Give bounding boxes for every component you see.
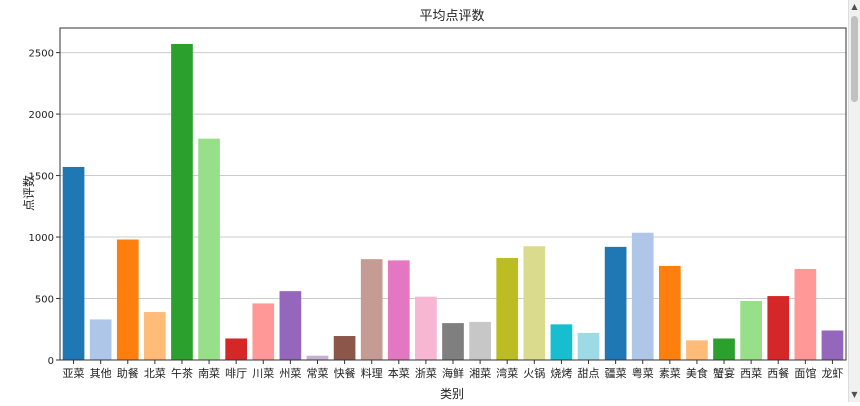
bar bbox=[387, 260, 410, 360]
x-tick-label: 烧烤 bbox=[550, 366, 572, 380]
y-axis-label: 点评数 bbox=[21, 175, 36, 211]
x-tick-label: 粤菜 bbox=[632, 366, 654, 380]
bar bbox=[523, 246, 546, 360]
bar bbox=[577, 332, 600, 360]
vertical-scrollbar[interactable]: ▲ ▼ bbox=[848, 0, 860, 402]
x-tick-label: 其他 bbox=[90, 367, 112, 380]
bar bbox=[116, 239, 139, 360]
x-tick-label: 料理 bbox=[361, 366, 383, 380]
bar bbox=[415, 296, 437, 360]
x-tick-label: 海鲜 bbox=[442, 366, 464, 380]
bars bbox=[62, 43, 844, 361]
bar bbox=[631, 232, 654, 360]
y-tick-label: 1000 bbox=[29, 233, 54, 244]
bar bbox=[198, 138, 220, 360]
x-axis-label: 类别 bbox=[440, 387, 464, 401]
y-tick-label: 0 bbox=[48, 356, 54, 367]
x-tick-label: 龙虾 bbox=[821, 367, 843, 380]
bar bbox=[767, 296, 790, 360]
x-tick-label: 疆菜 bbox=[605, 367, 627, 380]
x-tick-label: 甜点 bbox=[578, 367, 600, 380]
chart-area: 0 500 1000 1500 2000 2500 亚菜 其他 助餐 北菜 午茶 南菜 啡厅 川菜 州菜常… bbox=[21, 9, 847, 401]
y-tick-label: 2500 bbox=[29, 49, 54, 60]
scroll-up-arrow-icon[interactable]: ▲ bbox=[851, 2, 858, 11]
x-tick-label: 常菜 bbox=[306, 367, 328, 380]
scroll-down-arrow-icon[interactable]: ▼ bbox=[851, 390, 858, 399]
bar bbox=[658, 265, 681, 360]
x-tick-label: 助餐 bbox=[117, 366, 139, 380]
y-tick-label: 2000 bbox=[29, 110, 54, 121]
x-tick-label: 州菜 bbox=[279, 367, 301, 380]
x-tick-label: 素菜 bbox=[659, 367, 681, 380]
bar bbox=[686, 340, 708, 360]
bar bbox=[279, 291, 302, 360]
bar bbox=[333, 336, 356, 360]
bar bbox=[62, 166, 85, 360]
bar bbox=[252, 303, 275, 360]
bar bbox=[740, 300, 762, 360]
x-tick-label: 西餐 bbox=[767, 366, 789, 380]
y-tick-label: 500 bbox=[35, 295, 54, 306]
x-tick-label: 蟹宴 bbox=[713, 366, 735, 380]
x-tick-label: 亚菜 bbox=[63, 367, 85, 380]
x-tick-label: 火锅 bbox=[523, 367, 545, 380]
x-tick-label: 西菜 bbox=[740, 367, 762, 380]
x-tick-label: 快餐 bbox=[334, 366, 356, 380]
bar bbox=[144, 312, 166, 360]
bar bbox=[171, 43, 193, 361]
bar bbox=[794, 269, 817, 360]
bar bbox=[225, 338, 248, 360]
scroll-thumb[interactable] bbox=[851, 16, 858, 102]
x-tick-label: 啡厅 bbox=[225, 367, 247, 380]
x-tick-label: 面馆 bbox=[794, 366, 816, 380]
bar bbox=[604, 246, 627, 360]
bar bbox=[550, 324, 573, 360]
bar bbox=[821, 330, 844, 360]
x-axis-ticks: 亚菜 其他 助餐 北菜 午茶 南菜 啡厅 川菜 州菜 常菜 快餐 料理 本菜 浙菜 海鲜 湘菜 湾菜 火锅 烧烤 甜点… bbox=[63, 360, 843, 380]
x-tick-label: 北菜 bbox=[144, 367, 166, 380]
x-tick-label: 川菜 bbox=[252, 367, 274, 380]
x-tick-label: 湘菜 bbox=[469, 366, 491, 380]
x-tick-label: 美食 bbox=[686, 366, 708, 380]
bar bbox=[713, 338, 735, 360]
y-tick-label: 1500 bbox=[29, 172, 54, 183]
chart-title: 平均点评数 bbox=[419, 9, 484, 24]
bar-chart: 0 500 1000 1500 2000 2500 亚菜 其他 助餐 北菜 午茶 南菜 啡厅 川菜 州菜常… bbox=[21, 9, 847, 401]
x-tick-label: 午茶 bbox=[171, 367, 193, 380]
x-tick-label: 南菜 bbox=[198, 367, 220, 380]
bar bbox=[442, 323, 464, 360]
bar bbox=[469, 321, 491, 360]
x-tick-label: 浙菜 bbox=[415, 367, 437, 380]
bar bbox=[89, 319, 112, 360]
x-tick-label: 本菜 bbox=[388, 366, 410, 380]
bar bbox=[360, 259, 383, 360]
x-tick-label: 湾菜 bbox=[496, 366, 518, 380]
bar bbox=[496, 257, 519, 360]
y-axis-ticks: 0 500 1000 1500 2000 2500 bbox=[29, 49, 60, 367]
bar bbox=[306, 355, 329, 360]
